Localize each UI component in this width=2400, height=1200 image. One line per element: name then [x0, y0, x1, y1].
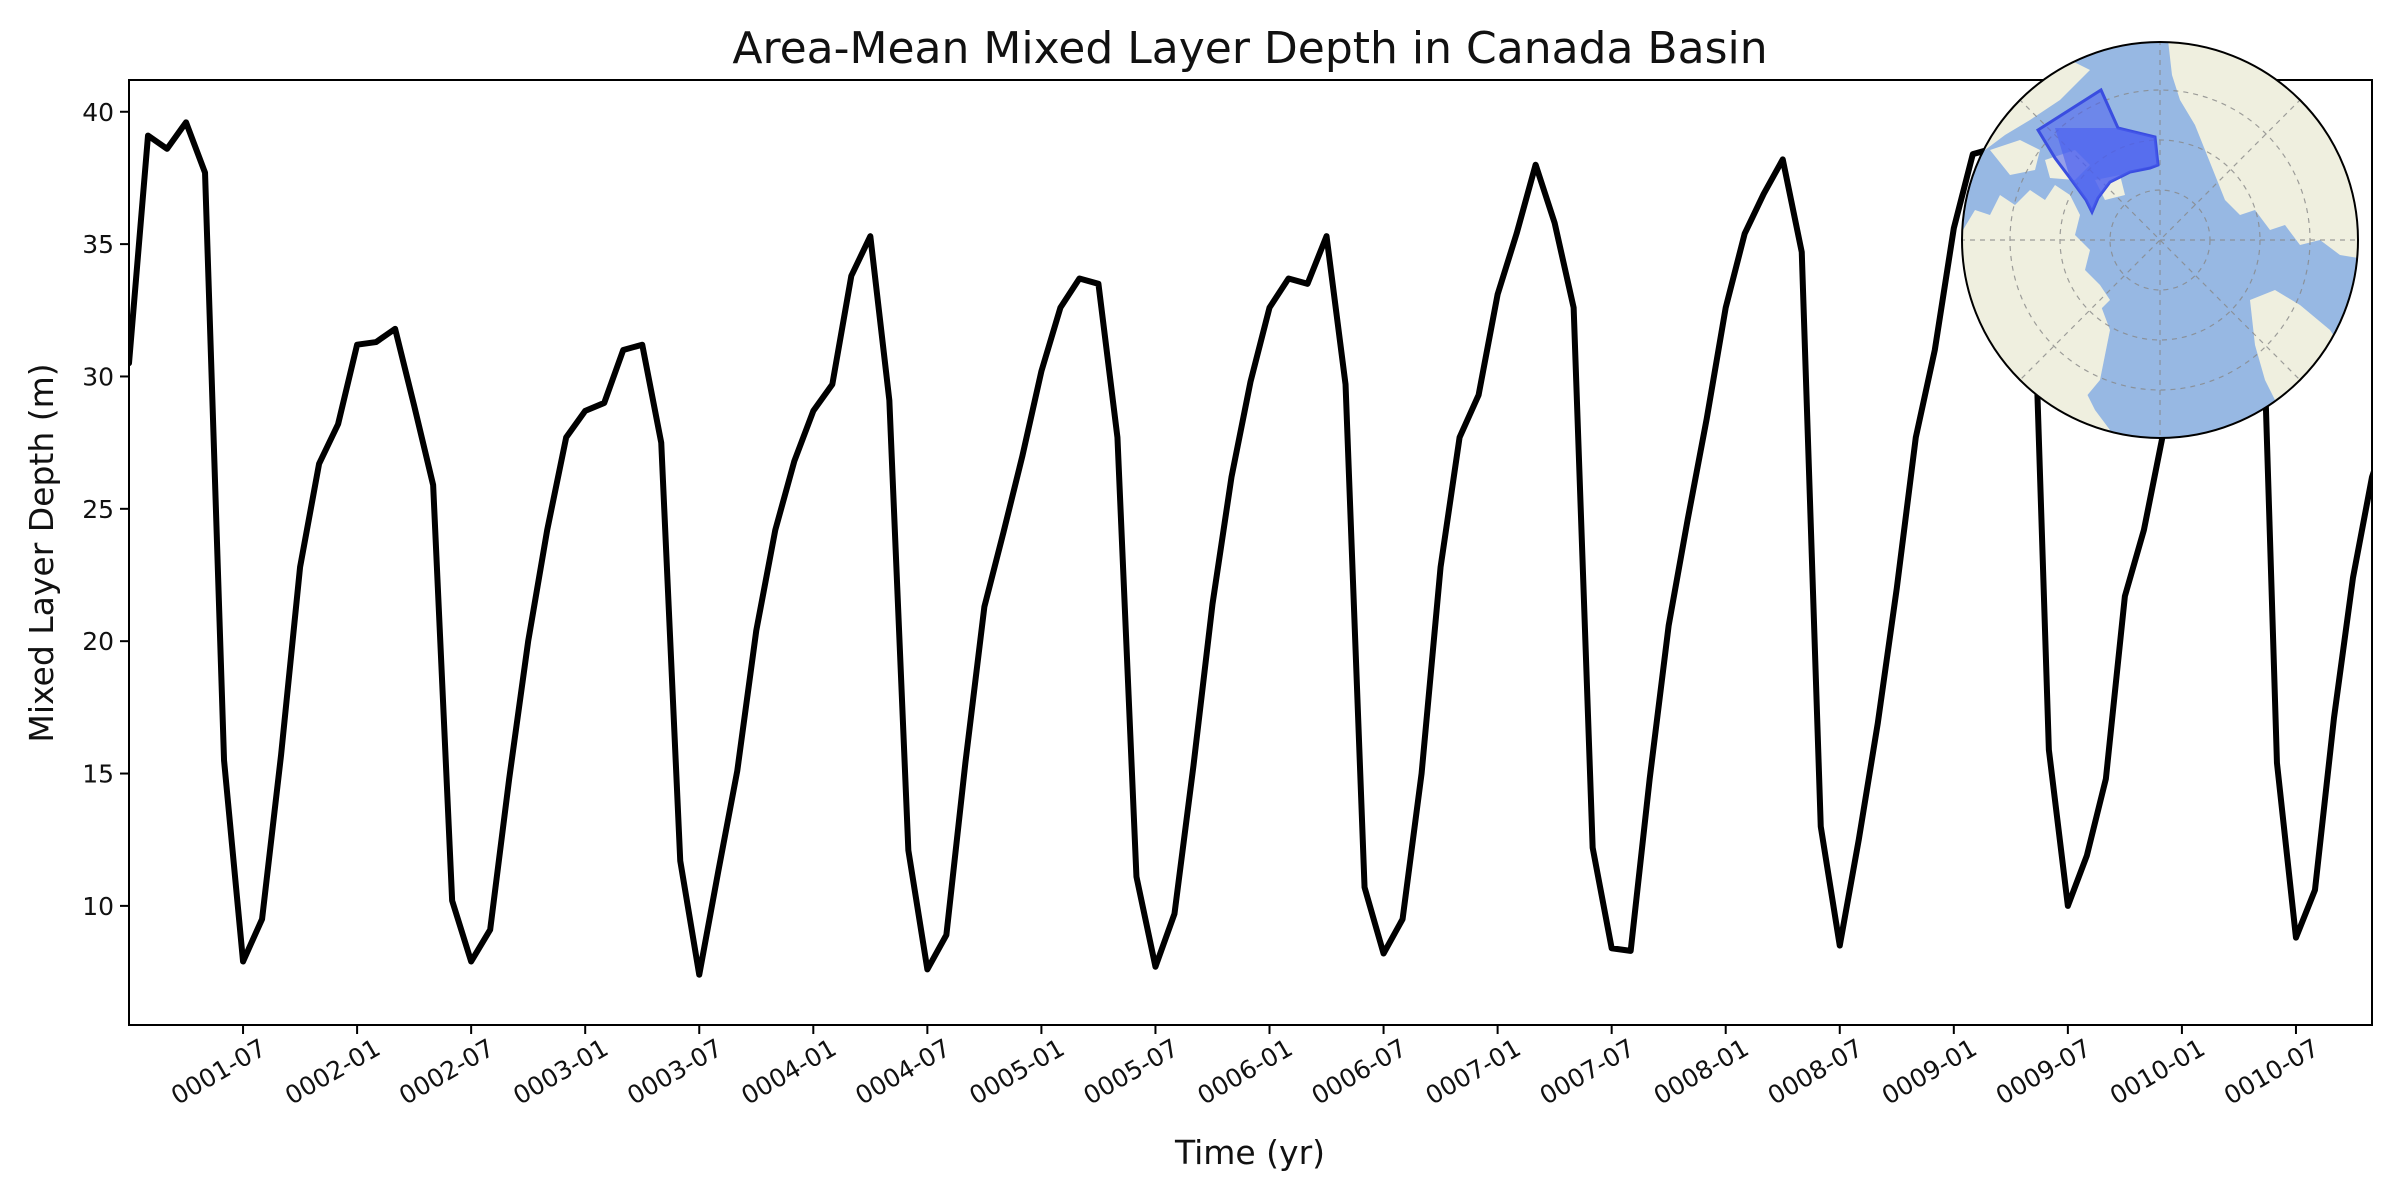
x-tick-label: 0006-01: [1193, 1033, 1298, 1110]
x-tick-label: 0002-07: [394, 1033, 499, 1110]
x-tick-label: 0008-01: [1649, 1033, 1754, 1110]
x-tick-label: 0008-07: [1763, 1033, 1868, 1110]
y-tick-label: 30: [82, 362, 114, 391]
canada-basin-region-inner: [2055, 128, 2158, 212]
x-tick-label: 0005-07: [1078, 1033, 1183, 1110]
plot-frame: [128, 79, 2373, 1026]
land-top-left: [1962, 60, 2090, 160]
x-axis-label: Time (yr): [1174, 1133, 1325, 1172]
arctic-polar-map-icon: [1961, 41, 2359, 439]
x-tick-label: 0006-07: [1307, 1033, 1412, 1110]
x-tick-label: 0010-01: [2105, 1033, 2210, 1110]
y-tick-label: 35: [82, 230, 114, 259]
y-tick-label: 20: [82, 627, 114, 656]
land-arctic-islands: [1990, 140, 2125, 200]
x-tick-label: 0003-01: [508, 1033, 613, 1110]
x-tick-label: 0009-07: [1991, 1033, 2096, 1110]
chart-title: Area-Mean Mixed Layer Depth in Canada Ba…: [732, 23, 1767, 74]
x-tick-label: 0005-01: [964, 1033, 1069, 1110]
y-tick-label: 10: [82, 892, 114, 921]
x-tick-label: 0007-01: [1421, 1033, 1526, 1110]
x-tick-label: 0010-07: [2219, 1033, 2324, 1110]
y-tick-label: 15: [82, 760, 114, 789]
x-tick-label: 0003-07: [622, 1033, 727, 1110]
x-tick-label: 0001-07: [166, 1033, 271, 1110]
y-axis-label: Mixed Layer Depth (m): [22, 363, 61, 742]
x-tick-label: 0009-01: [1877, 1033, 1982, 1110]
x-tick-label: 0004-01: [736, 1033, 841, 1110]
x-tick-label: 0002-01: [280, 1033, 385, 1110]
y-tick-label: 40: [82, 98, 114, 127]
y-tick-label: 25: [82, 495, 114, 524]
x-tick-label: 0007-07: [1535, 1033, 1640, 1110]
x-tick-label: 0004-07: [850, 1033, 955, 1110]
